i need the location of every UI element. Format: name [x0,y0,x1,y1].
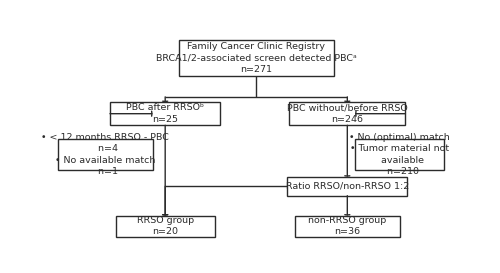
Text: Family Cancer Clinic Registry
BRCA1/2-associated screen detected PBCᵃ
n=271: Family Cancer Clinic Registry BRCA1/2-as… [156,42,356,74]
FancyBboxPatch shape [289,102,406,125]
FancyBboxPatch shape [355,139,444,170]
Text: PBC without/before RRSO
n=246: PBC without/before RRSO n=246 [287,103,408,124]
FancyBboxPatch shape [295,216,400,237]
FancyBboxPatch shape [287,177,408,196]
Text: • < 12 months RRSO - PBC
  n=4
• No available match
  n=1: • < 12 months RRSO - PBC n=4 • No availa… [41,133,169,176]
Text: Ratio RRSO/non-RRSO 1:2: Ratio RRSO/non-RRSO 1:2 [286,182,409,191]
Text: PBC after RRSOᵇ
n=25: PBC after RRSOᵇ n=25 [126,103,204,124]
FancyBboxPatch shape [58,139,152,170]
Text: • No (optimal) match
• Tumor material not
  available
  n=210: • No (optimal) match • Tumor material no… [349,133,450,176]
Text: RRSO group
n=20: RRSO group n=20 [136,216,194,236]
FancyBboxPatch shape [116,216,214,237]
FancyBboxPatch shape [110,102,220,125]
Text: non-RRSO group
n=36: non-RRSO group n=36 [308,216,386,236]
FancyBboxPatch shape [179,40,334,76]
